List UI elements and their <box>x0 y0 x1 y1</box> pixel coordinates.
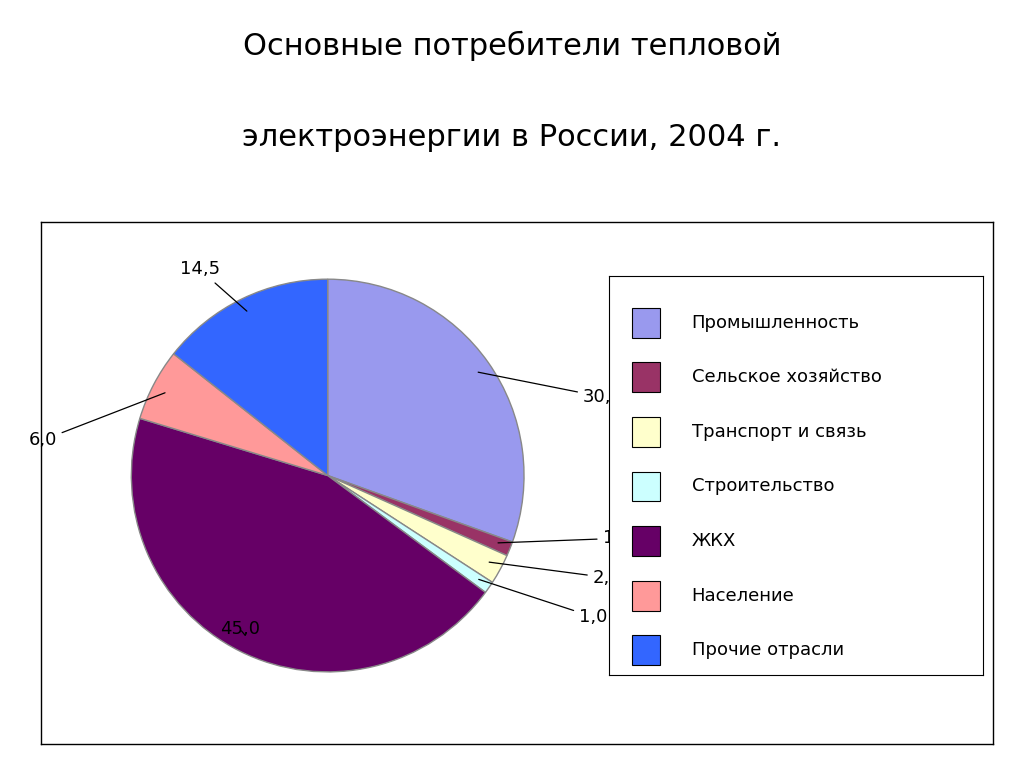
Bar <box>632 581 659 611</box>
Text: 2,5: 2,5 <box>489 562 622 587</box>
Wedge shape <box>131 418 485 672</box>
Wedge shape <box>328 476 512 555</box>
Text: 6,0: 6,0 <box>29 393 165 449</box>
Text: электроэнергии в России, 2004 г.: электроэнергии в России, 2004 г. <box>243 123 781 152</box>
Bar <box>632 472 659 502</box>
Text: 30,8: 30,8 <box>478 372 623 406</box>
Wedge shape <box>328 476 507 582</box>
Text: 45,0: 45,0 <box>220 620 260 637</box>
Bar <box>632 308 659 337</box>
Text: 14,5: 14,5 <box>179 260 247 311</box>
Text: Строительство: Строительство <box>691 478 834 495</box>
Wedge shape <box>174 279 328 476</box>
Text: Сельское хозяйство: Сельское хозяйство <box>691 368 882 387</box>
Bar <box>632 635 659 665</box>
Wedge shape <box>328 279 524 542</box>
Bar <box>632 362 659 392</box>
Text: ЖКХ: ЖКХ <box>691 532 736 550</box>
Text: Основные потребители тепловой: Основные потребители тепловой <box>243 31 781 61</box>
Text: Промышленность: Промышленность <box>691 314 859 331</box>
Bar <box>632 417 659 447</box>
Text: 1,2: 1,2 <box>498 529 631 548</box>
Wedge shape <box>328 476 493 592</box>
Text: Население: Население <box>691 587 795 604</box>
Text: Прочие отрасли: Прочие отрасли <box>691 641 844 660</box>
Wedge shape <box>140 354 328 476</box>
Text: 1,0: 1,0 <box>479 579 607 626</box>
Bar <box>632 526 659 556</box>
Text: Транспорт и связь: Транспорт и связь <box>691 423 866 441</box>
